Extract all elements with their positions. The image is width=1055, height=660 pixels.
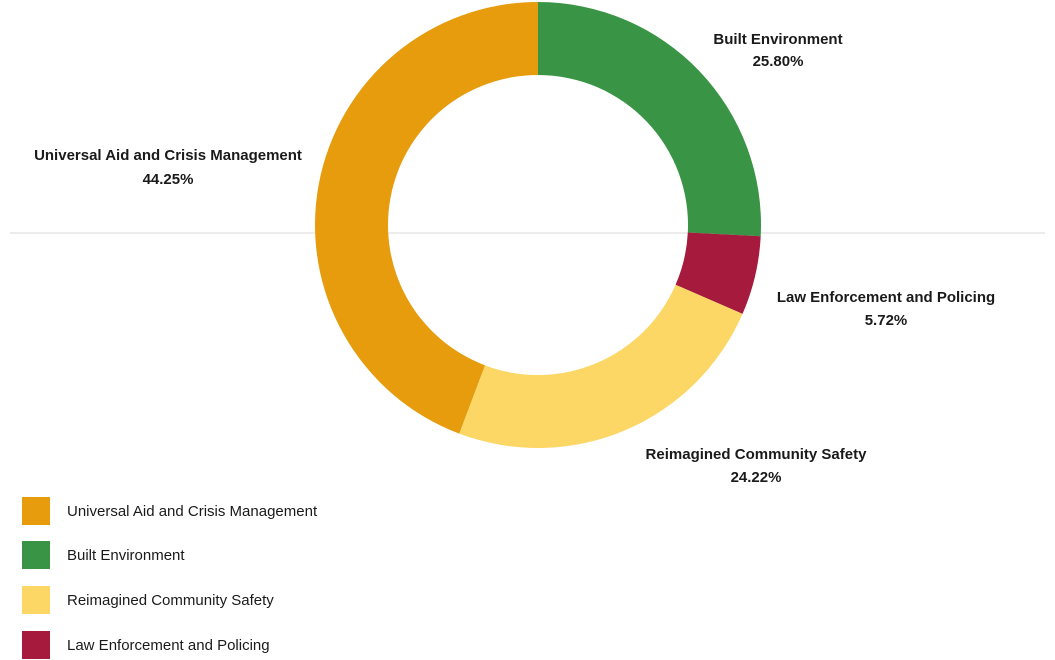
legend-item-reimagined-community-safety: Reimagined Community Safety (22, 585, 274, 615)
legend-item-law-enforcement-and-policing: Law Enforcement and Policing (22, 630, 270, 660)
slice-label-universal-aid-and-crisis-management: Universal Aid and Crisis Management (34, 147, 302, 164)
slice-reimagined-community-safety (459, 284, 743, 448)
slice-value-law-enforcement-and-policing: 5.72% (865, 312, 908, 329)
slice-law-enforcement-and-policing (675, 232, 761, 314)
legend-label: Reimagined Community Safety (67, 591, 274, 609)
slice-label-law-enforcement-and-policing: Law Enforcement and Policing (777, 289, 995, 306)
slice-label-built-environment: Built Environment (713, 31, 842, 48)
legend-swatch (22, 497, 50, 525)
slice-value-reimagined-community-safety: 24.22% (731, 469, 782, 486)
legend-item-built-environment: Built Environment (22, 540, 185, 570)
legend-swatch (22, 541, 50, 569)
legend-label: Law Enforcement and Policing (67, 636, 270, 654)
slice-value-universal-aid-and-crisis-management: 44.25% (143, 171, 194, 188)
donut-slices (314, 2, 761, 448)
legend-label: Universal Aid and Crisis Management (67, 502, 318, 520)
legend-swatch (22, 586, 50, 614)
legend-item-universal-aid-and-crisis-management: Universal Aid and Crisis Management (22, 496, 317, 526)
slice-built-environment (538, 2, 761, 237)
legend-swatch (22, 631, 50, 659)
slice-value-built-environment: 25.80% (753, 53, 804, 70)
chart-legend: Universal Aid and Crisis Management Built… (22, 494, 522, 659)
slice-universal-aid-and-crisis-management (314, 2, 538, 434)
slice-labels: Built Environment 25.80% Law Enforcement a… (34, 31, 995, 486)
slice-label-reimagined-community-safety: Reimagined Community Safety (646, 446, 868, 463)
legend-label: Built Environment (67, 546, 185, 564)
